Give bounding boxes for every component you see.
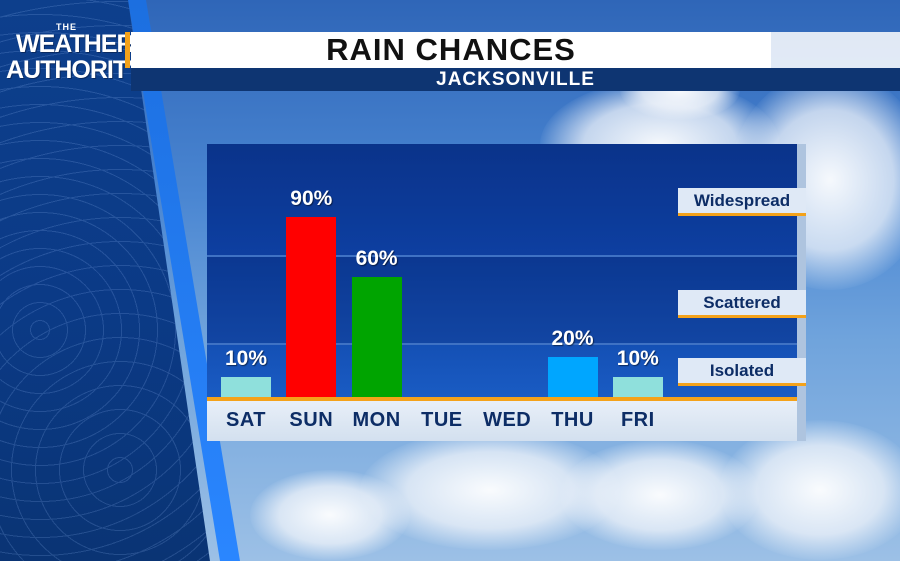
bar-mon	[351, 277, 402, 397]
day-label-sun: SUN	[289, 409, 334, 431]
bar-value-label-thu: 20%	[551, 327, 594, 350]
logo-weather: WEATHER	[16, 30, 135, 58]
gridline	[207, 343, 806, 345]
logo-authority: AUTHORITY	[6, 56, 144, 84]
bar-sat	[221, 377, 271, 397]
rain-chance-chart: Widespread Scattered Isolated 10% SAT 90% S…	[207, 144, 806, 441]
bar-thu	[547, 357, 598, 397]
page-title: RAIN CHANCES	[326, 32, 576, 67]
subtitle-box: JACKSONVILLE	[131, 68, 900, 91]
day-label-wed: WED	[483, 409, 532, 431]
day-label-tue: TUE	[421, 409, 463, 431]
bar-value-label-fri: 10%	[616, 347, 659, 370]
baseline	[207, 397, 806, 401]
cloud	[720, 420, 900, 560]
bar-sun	[286, 217, 337, 397]
logo-accent-bar	[125, 32, 130, 68]
day-label-mon: MON	[352, 409, 401, 431]
page-subtitle: JACKSONVILLE	[436, 69, 595, 90]
band-label-isolated: Isolated	[678, 358, 806, 386]
day-label-fri: FRI	[620, 409, 655, 431]
title-box-tail	[771, 32, 900, 68]
bar-value-label-mon: 60%	[355, 247, 398, 270]
bar-value-label-sat: 10%	[224, 347, 268, 370]
band-label-scattered: Scattered	[678, 290, 806, 318]
day-axis-band	[207, 401, 797, 441]
title-box: RAIN CHANCES	[131, 32, 771, 68]
bar-fri	[612, 377, 663, 397]
gridline	[207, 255, 806, 257]
band-label-widespread: Widespread	[678, 188, 806, 216]
bar-value-label-sun: 90%	[290, 187, 333, 210]
cloud	[250, 470, 410, 560]
logo-the: THE	[56, 22, 77, 32]
day-label-sat: SAT	[225, 409, 266, 431]
day-label-thu: THU	[551, 409, 594, 431]
